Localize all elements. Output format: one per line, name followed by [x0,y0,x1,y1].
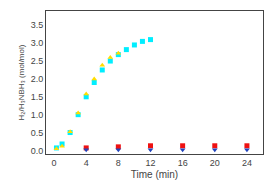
svg-text:0.0: 0.0 [31,146,44,156]
svg-text:0.5: 0.5 [31,128,44,138]
svg-text:4: 4 [84,158,89,168]
svg-text:2.0: 2.0 [31,74,44,84]
svg-text:3.5: 3.5 [31,20,44,30]
svg-text:Time (min): Time (min) [131,169,178,180]
svg-text:16: 16 [178,158,188,168]
svg-text:0: 0 [52,158,57,168]
svg-text:1.0: 1.0 [31,110,44,120]
svg-text:12: 12 [145,158,155,168]
svg-text:3.0: 3.0 [31,38,44,48]
svg-text:8: 8 [116,158,121,168]
svg-text:24: 24 [242,158,252,168]
svg-text:1.5: 1.5 [31,92,44,102]
svg-text:H₂/H₃NBH₃ (mol/mol): H₂/H₃NBH₃ (mol/mol) [17,44,26,120]
svg-text:20: 20 [210,158,220,168]
svg-text:2.5: 2.5 [31,56,44,66]
